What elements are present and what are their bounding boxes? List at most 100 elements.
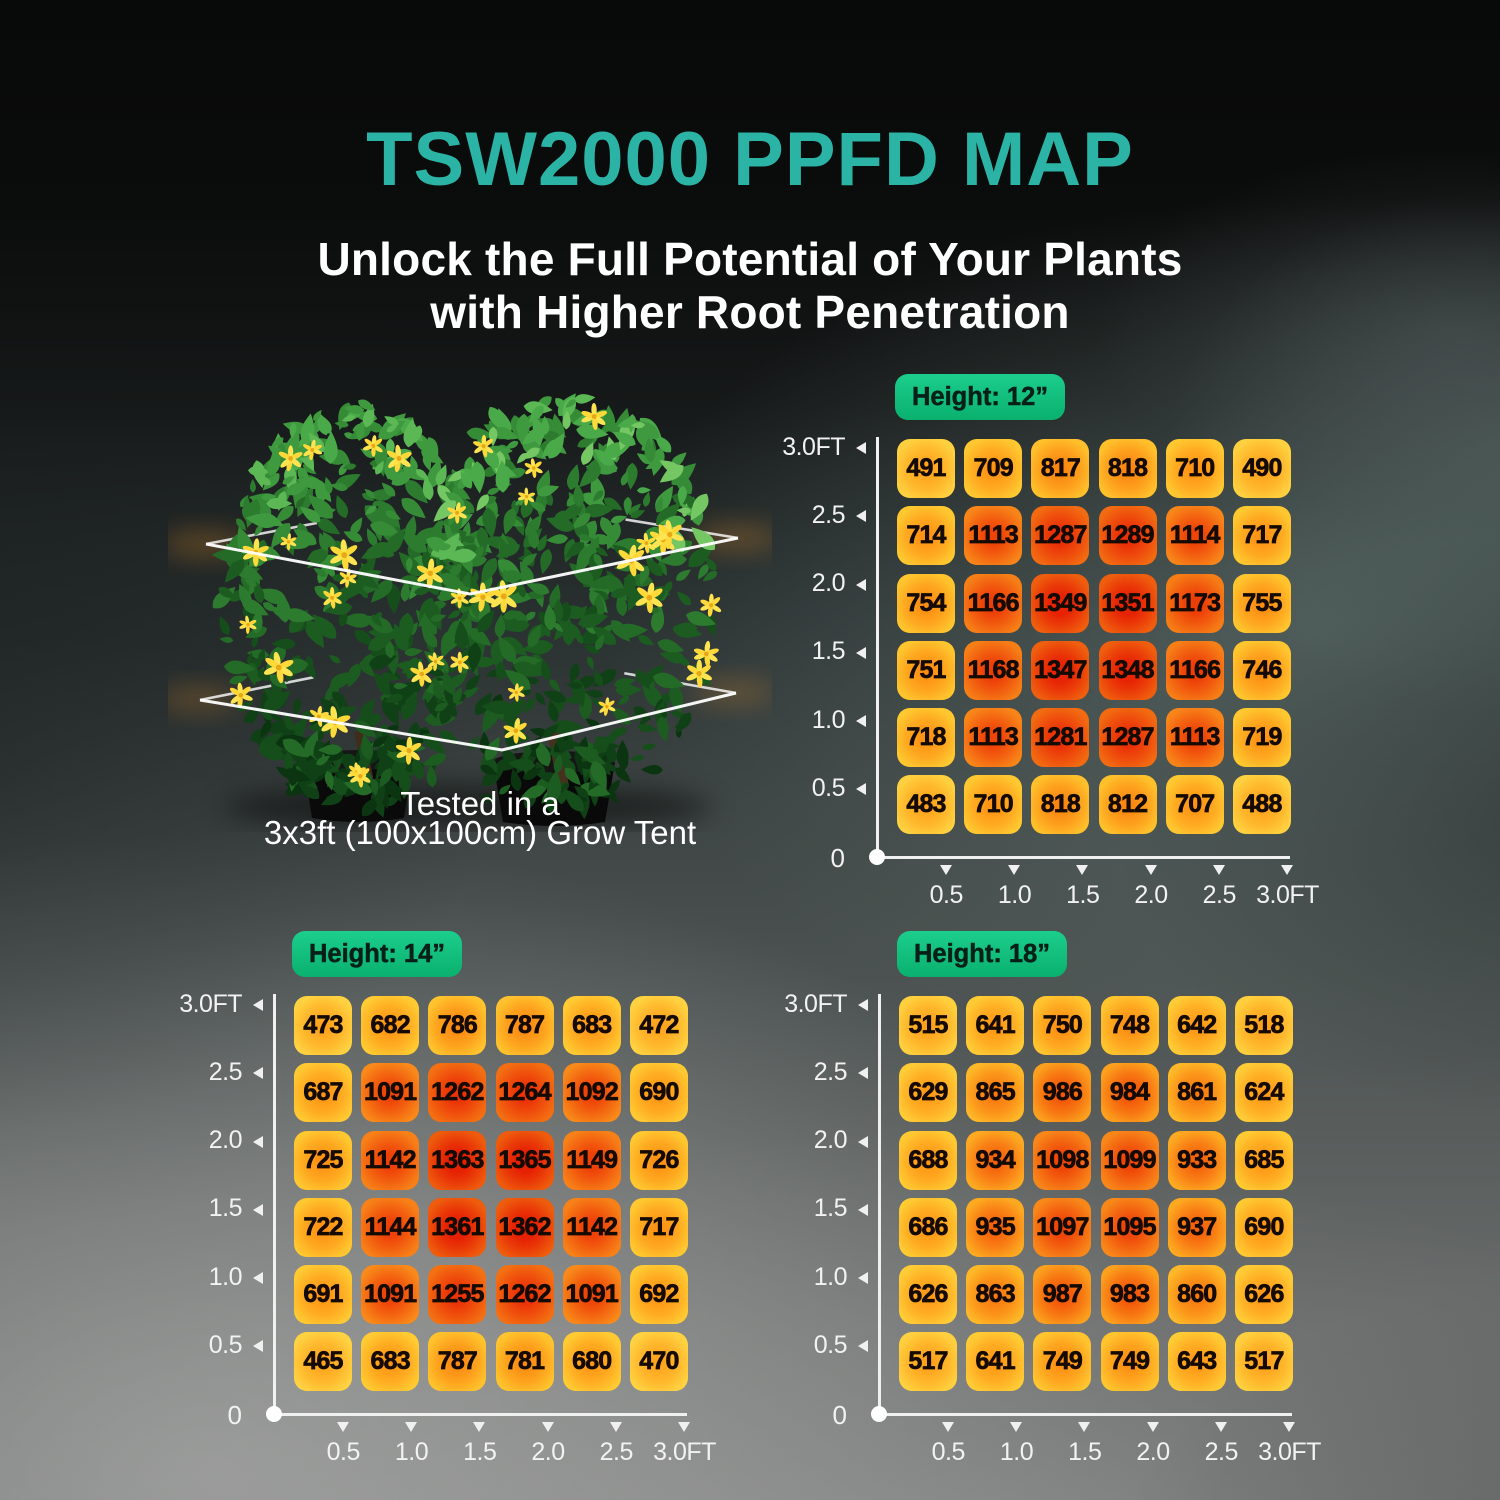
heatmap-cell-r0c1: 641 xyxy=(966,996,1025,1055)
height-badge: Height: 14” xyxy=(292,931,463,977)
plant-part xyxy=(433,659,438,664)
plant-part xyxy=(514,690,518,695)
plant-part xyxy=(594,410,607,418)
heatmap-cell-r2c0: 725 xyxy=(294,1130,352,1190)
x-tick-marker xyxy=(609,1422,622,1432)
x-tick-marker xyxy=(1144,865,1157,875)
plant-part xyxy=(457,660,462,665)
y-tick-label: 0.5 xyxy=(811,773,846,802)
plant-part xyxy=(513,730,519,744)
plant-part xyxy=(278,451,291,460)
heatmap-cell-r5c4: 707 xyxy=(1165,775,1224,835)
plant-part xyxy=(360,775,371,783)
plant-part xyxy=(698,665,711,675)
heatmap-grid: 473 682 786 787 683 472 687 1091 1262 1264 1092 690… xyxy=(294,996,688,1392)
plant-part xyxy=(347,577,357,584)
heatmap-cell-r2c3: 1365 xyxy=(495,1130,554,1190)
plant-part xyxy=(606,700,615,707)
heatmap-cell-r1c3: 1264 xyxy=(495,1063,554,1123)
heatmap-cell-r4c2: 987 xyxy=(1033,1265,1092,1325)
heatmap-cell-r1c0: 687 xyxy=(294,1063,352,1123)
plant-part xyxy=(591,414,597,420)
plant-part xyxy=(503,595,517,608)
x-tick-label: 3.0FT xyxy=(653,1438,716,1466)
plant-part xyxy=(275,664,282,671)
heatmap-cell-r5c1: 710 xyxy=(964,775,1023,835)
plant-part xyxy=(483,438,493,447)
plant-part xyxy=(421,673,432,683)
plant-part xyxy=(635,596,650,606)
plant-part xyxy=(447,502,467,524)
plant-part xyxy=(388,458,400,468)
plant-part xyxy=(533,461,542,469)
light-plane-front-edge xyxy=(199,691,737,752)
heatmap-cell-r0c1: 682 xyxy=(361,996,420,1055)
y-tick-label: 1.5 xyxy=(811,637,846,666)
heatmap-cell-r0c3: 818 xyxy=(1098,439,1157,498)
y-tick-marker xyxy=(856,646,866,659)
y-tick-label: 0.5 xyxy=(813,1330,848,1359)
plant-part xyxy=(504,730,517,739)
heatmap-cell-r1c3: 1289 xyxy=(1098,506,1157,566)
plant-part xyxy=(247,619,257,626)
plant-part xyxy=(219,635,234,644)
plant-part xyxy=(396,455,402,462)
plant-part xyxy=(646,537,656,544)
plant-part xyxy=(629,753,645,763)
plant-part xyxy=(345,576,350,580)
plant-part xyxy=(459,597,469,604)
height-badge: Height: 18” xyxy=(897,931,1068,977)
plant-part xyxy=(229,682,253,708)
y-tick-label: 0.5 xyxy=(208,1330,243,1359)
plant-part xyxy=(238,692,244,698)
x-tick-marker xyxy=(1212,865,1225,875)
tested-note-line-1: Tested in a xyxy=(400,785,560,822)
plant-part xyxy=(687,665,700,675)
heatmap-cell-r0c3: 748 xyxy=(1100,996,1159,1055)
heatmap-cell-r2c0: 754 xyxy=(897,573,955,633)
plant-part xyxy=(605,704,609,709)
plant-part xyxy=(481,444,486,449)
y-tick-label: 1.5 xyxy=(813,1194,848,1223)
plant-part xyxy=(700,593,722,617)
plant-part xyxy=(457,598,462,609)
heatmap-cell-r0c2: 750 xyxy=(1033,996,1092,1055)
x-tick-label: 0.5 xyxy=(326,1438,361,1466)
plant-part xyxy=(330,597,336,609)
plant-part xyxy=(450,597,460,604)
heatmap-cell-r2c2: 1349 xyxy=(1031,573,1090,633)
plant-part xyxy=(290,457,302,468)
light-plane-front-edge xyxy=(205,536,739,596)
x-tick-marker xyxy=(1146,1422,1159,1432)
x-axis-line xyxy=(877,855,1290,859)
heatmap-cell-r0c0: 491 xyxy=(897,439,955,498)
x-tick-label: 1.5 xyxy=(463,1438,497,1466)
y-tick-marker xyxy=(856,510,866,523)
plant-part xyxy=(310,448,315,452)
x-tick-label: 3.0FT xyxy=(1256,881,1319,909)
x-tick-label: 1.5 xyxy=(1066,881,1100,909)
x-tick-label: 1.0 xyxy=(997,881,1032,909)
plant-part xyxy=(288,541,297,547)
plant-part xyxy=(417,572,431,582)
plant-part xyxy=(693,648,707,656)
heatmap-cell-r2c5: 685 xyxy=(1234,1130,1293,1190)
plant-part xyxy=(386,450,400,460)
plant-part xyxy=(500,593,507,600)
plant-part xyxy=(644,543,650,554)
heatmap-cell-r4c5: 719 xyxy=(1232,708,1291,768)
plant-part xyxy=(516,686,524,693)
plant-part xyxy=(288,537,297,543)
heatmap-cell-r1c5: 624 xyxy=(1234,1063,1293,1123)
plant-part xyxy=(466,734,482,752)
plant-part xyxy=(646,594,653,601)
y-tick-label: 1.0 xyxy=(813,1262,848,1291)
plant-part xyxy=(349,771,361,778)
heatmap-cell-r4c2: 1255 xyxy=(428,1265,487,1325)
axis-origin-dot xyxy=(266,1406,282,1422)
plant-part xyxy=(629,560,637,577)
plant-part xyxy=(655,533,670,541)
heatmap-cell-r4c3: 1287 xyxy=(1098,708,1157,768)
plant-part xyxy=(696,671,702,677)
heatmap-cell-r2c5: 726 xyxy=(629,1130,688,1190)
